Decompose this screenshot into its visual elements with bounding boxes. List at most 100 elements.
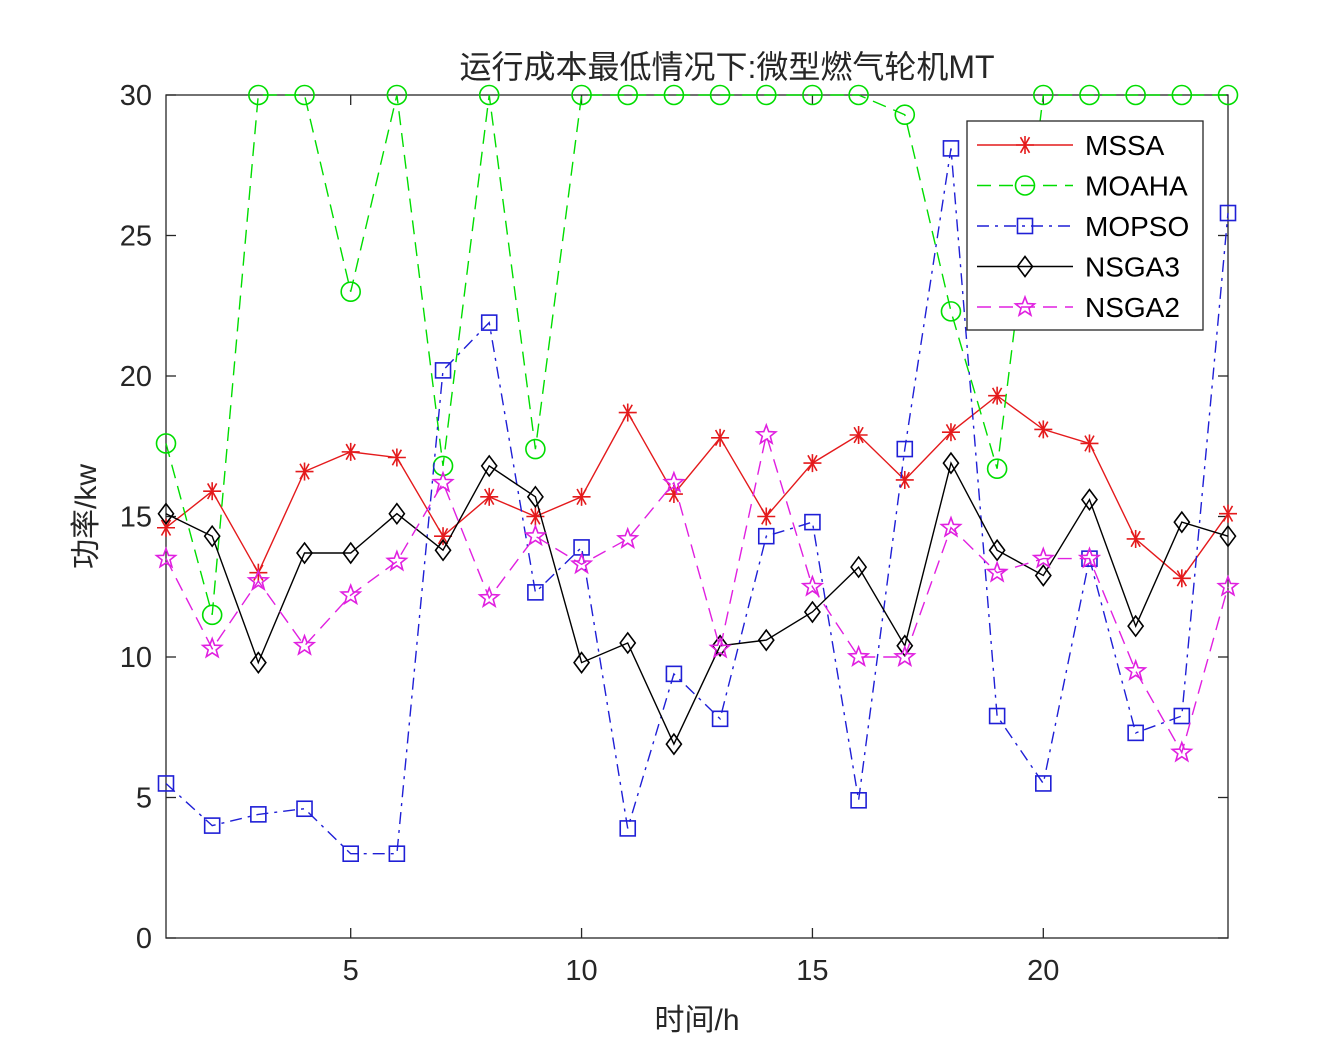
data-point-nsga2 bbox=[1077, 546, 1102, 569]
legend-label-nsga2: NSGA2 bbox=[1085, 292, 1180, 323]
chart-title: 运行成本最低情况下:微型燃气轮机MT bbox=[459, 49, 994, 85]
data-point-moaha bbox=[663, 84, 685, 106]
data-point-mssa bbox=[1080, 434, 1099, 453]
legend-label-mopso: MOPSO bbox=[1085, 211, 1189, 242]
data-point-nsga2 bbox=[616, 526, 640, 549]
data-point-nsga3 bbox=[388, 502, 406, 526]
data-point-mssa bbox=[1126, 529, 1145, 548]
data-point-nsga3 bbox=[526, 485, 544, 509]
data-point-mopso bbox=[342, 845, 359, 863]
x-tick-label: 10 bbox=[565, 955, 597, 987]
data-point-mopso bbox=[711, 710, 729, 728]
data-point-moaha bbox=[571, 84, 592, 106]
data-point-nsga3 bbox=[296, 541, 314, 565]
data-point-nsga3 bbox=[803, 600, 821, 624]
data-point-nsga3 bbox=[157, 502, 175, 526]
data-point-nsga3 bbox=[942, 451, 960, 475]
data-point-mopso bbox=[1035, 775, 1052, 792]
data-point-nsga3 bbox=[573, 651, 591, 674]
y-tick-label: 10 bbox=[120, 642, 152, 674]
legend-marker-mssa bbox=[1016, 136, 1034, 154]
data-point-nsga3 bbox=[1080, 488, 1098, 511]
series-line-nsga2 bbox=[165, 432, 1229, 755]
y-tick-label: 20 bbox=[120, 361, 152, 393]
data-point-nsga3 bbox=[1173, 510, 1191, 534]
data-point-moaha bbox=[248, 84, 269, 106]
data-point-nsga3 bbox=[757, 628, 775, 652]
data-point-mopso bbox=[850, 792, 867, 809]
data-point-mopso bbox=[157, 775, 175, 792]
x-tick-label: 20 bbox=[1027, 955, 1059, 987]
data-point-nsga2 bbox=[708, 636, 732, 659]
data-point-mssa bbox=[387, 448, 406, 467]
data-point-mssa bbox=[988, 386, 1007, 405]
data-point-moaha bbox=[802, 84, 823, 106]
data-point-moaha bbox=[1217, 84, 1239, 106]
data-point-nsga2 bbox=[154, 546, 178, 569]
data-point-mssa bbox=[157, 518, 175, 537]
data-point-nsga2 bbox=[754, 422, 778, 445]
legend-label-nsga3: NSGA3 bbox=[1085, 252, 1180, 283]
data-point-mopso bbox=[434, 362, 452, 379]
data-point-nsga2 bbox=[1031, 546, 1056, 569]
data-point-nsga3 bbox=[1034, 564, 1052, 587]
data-point-mopso bbox=[296, 800, 313, 818]
y-tick-label: 15 bbox=[120, 502, 152, 534]
data-point-mopso bbox=[619, 820, 637, 837]
data-point-nsga2 bbox=[985, 560, 1009, 583]
data-point-nsga2 bbox=[385, 549, 409, 572]
data-point-nsga3 bbox=[342, 541, 360, 565]
data-point-mssa bbox=[849, 426, 868, 445]
data-point-moaha bbox=[201, 604, 223, 626]
data-point-moaha bbox=[848, 84, 869, 106]
legend-marker-mopso bbox=[1016, 217, 1034, 235]
data-point-nsga2 bbox=[292, 633, 317, 656]
data-point-nsga3 bbox=[434, 538, 452, 562]
data-point-moaha bbox=[617, 84, 639, 106]
data-point-nsga3 bbox=[619, 631, 637, 655]
data-point-moaha bbox=[986, 458, 1008, 480]
data-point-moaha bbox=[155, 433, 177, 454]
data-point-moaha bbox=[525, 438, 546, 460]
data-point-mssa bbox=[618, 403, 637, 422]
legend-label-moaha: MOAHA bbox=[1085, 171, 1188, 202]
data-point-nsga2 bbox=[431, 470, 455, 493]
legend-entry-moaha: MOAHA bbox=[977, 171, 1188, 202]
data-point-nsga3 bbox=[988, 538, 1006, 562]
axis-ticks: 5 10 15 20 0 5 10 15 20 25 30 bbox=[120, 80, 1228, 987]
data-point-mopso bbox=[203, 817, 221, 834]
legend-marker-moaha bbox=[1014, 175, 1036, 196]
data-point-mssa bbox=[572, 487, 591, 506]
data-point-mopso bbox=[388, 845, 406, 863]
legend-entry-mopso: MOPSO bbox=[977, 211, 1189, 242]
data-point-nsga3 bbox=[203, 524, 221, 548]
data-point-moaha bbox=[755, 84, 777, 106]
data-point-nsga2 bbox=[569, 552, 594, 575]
legend-marker-nsga3 bbox=[1016, 255, 1034, 278]
data-point-nsga3 bbox=[711, 634, 729, 658]
x-tick-label: 15 bbox=[796, 955, 828, 987]
data-point-nsga3 bbox=[480, 454, 498, 478]
data-point-nsga2 bbox=[893, 644, 917, 667]
data-point-mopso bbox=[988, 707, 1006, 725]
series-line-moaha bbox=[165, 94, 1228, 615]
data-point-moaha bbox=[709, 84, 731, 106]
series-line-mssa bbox=[165, 394, 1229, 580]
data-point-mssa bbox=[711, 428, 730, 447]
data-point-moaha bbox=[478, 84, 500, 106]
data-point-nsga3 bbox=[850, 555, 868, 579]
series-mopso bbox=[157, 140, 1237, 863]
legend-entry-mssa: MSSA bbox=[977, 130, 1165, 161]
data-point-mssa bbox=[434, 527, 453, 546]
data-point-nsga2 bbox=[1123, 658, 1148, 681]
data-point-mopso bbox=[1219, 204, 1237, 222]
data-point-mssa bbox=[1034, 420, 1053, 439]
data-point-moaha bbox=[1171, 84, 1193, 106]
data-point-mssa bbox=[295, 462, 314, 481]
data-point-moaha bbox=[386, 84, 408, 106]
y-tick-label: 25 bbox=[120, 221, 152, 253]
series-layer bbox=[154, 84, 1240, 863]
data-point-mssa bbox=[341, 442, 360, 461]
data-point-mopso bbox=[665, 665, 683, 683]
